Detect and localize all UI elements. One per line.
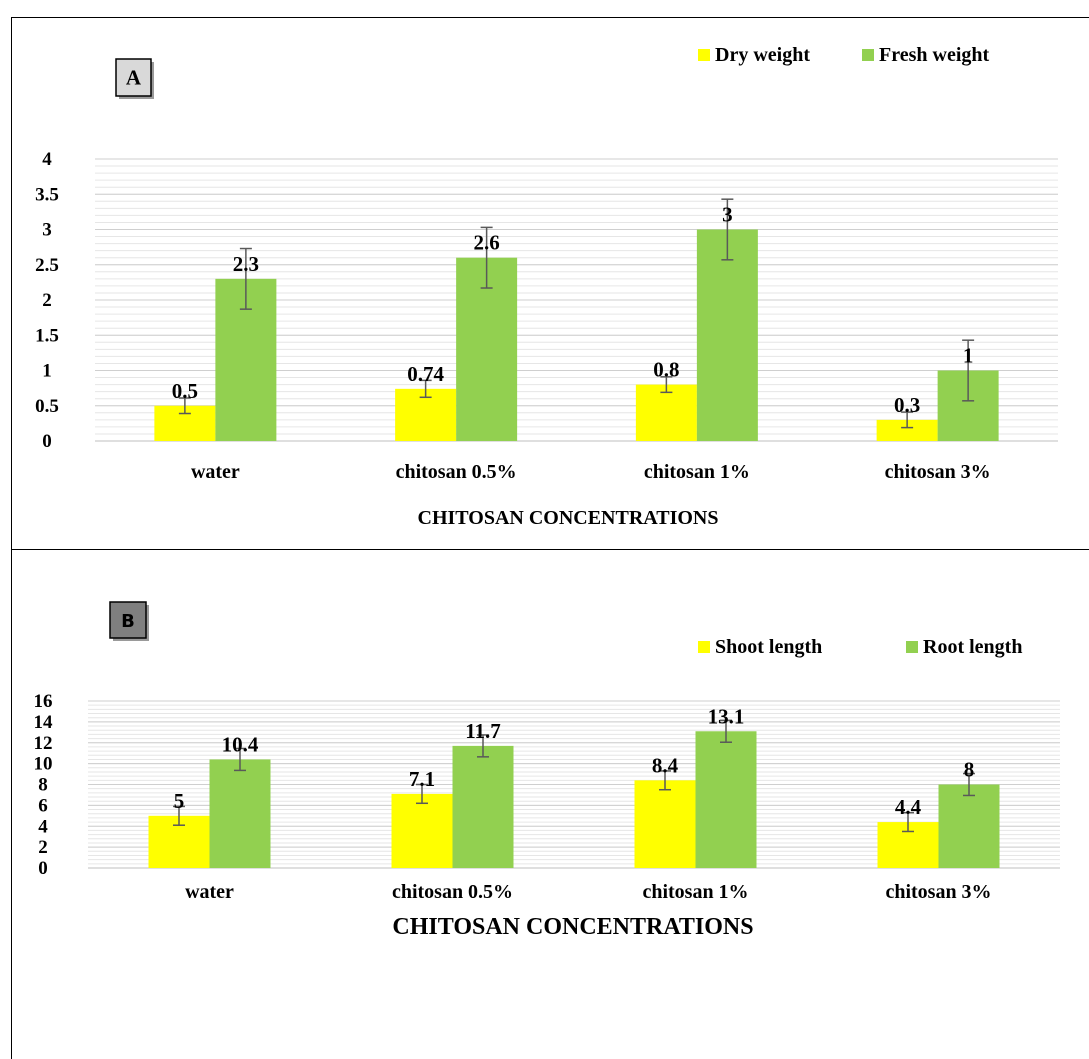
x-category-label: chitosan 1% (644, 461, 750, 483)
bar-shoot-length (634, 780, 696, 868)
frame-left-border (11, 17, 12, 1059)
y-tick-label: 3.5 (35, 184, 59, 205)
legend-swatch (698, 49, 710, 61)
x-category-label: chitosan 0.5% (392, 881, 513, 903)
legend-label: Root length (923, 636, 1022, 658)
bar-root-length (695, 731, 757, 868)
data-label: 2.6 (474, 231, 500, 255)
data-label: 3 (722, 203, 733, 227)
panel-badge (109, 601, 147, 639)
data-label: 0.74 (407, 362, 444, 386)
y-tick-label: 2.5 (35, 255, 59, 276)
x-category-label: chitosan 0.5% (396, 461, 517, 483)
x-category-label: chitosan 3% (885, 461, 991, 483)
y-tick-label: 0.5 (35, 396, 59, 417)
x-axis-title: CHITOSAN CONCENTRATIONS (418, 507, 719, 529)
panel-label: A (126, 66, 142, 90)
y-tick-label: 3 (42, 220, 52, 241)
data-label: 11.7 (465, 719, 501, 743)
y-tick-label: 16 (34, 691, 53, 712)
y-tick-label: 4 (38, 816, 48, 837)
y-tick-label: 2 (38, 837, 48, 858)
legend-label: Shoot length (715, 636, 822, 658)
bar-fresh-weight (696, 229, 758, 441)
data-label: 0.3 (894, 393, 920, 417)
data-label: 10.4 (222, 732, 259, 756)
x-category-label: water (191, 461, 240, 483)
y-tick-label: 12 (34, 733, 53, 754)
data-label: 8 (964, 758, 975, 782)
legend-label: Dry weight (715, 44, 810, 66)
x-axis-title: CHITOSAN CONCENTRATIONS (392, 914, 753, 940)
bar-root-length (452, 745, 514, 868)
x-category-label: water (185, 881, 234, 903)
legend-label: Fresh weight (879, 44, 990, 66)
bar-root-length (938, 784, 1000, 868)
data-label: 5 (174, 789, 185, 813)
data-label: 0.8 (653, 358, 679, 382)
panel-badge (115, 58, 152, 97)
data-label: 0.5 (172, 379, 198, 403)
data-label: 7.1 (409, 767, 435, 791)
x-category-label: chitosan 1% (642, 881, 748, 903)
y-tick-label: 10 (34, 754, 53, 775)
y-tick-label: 8 (38, 775, 48, 796)
y-tick-label: 1.5 (35, 325, 59, 346)
data-label: 4.4 (895, 795, 922, 819)
y-tick-label: 4 (42, 149, 52, 170)
bar-shoot-length (391, 793, 453, 868)
bar-dry-weight (635, 384, 697, 441)
legend-swatch (862, 49, 874, 61)
y-tick-label: 0 (42, 431, 52, 452)
y-tick-label: 1 (42, 361, 52, 382)
data-label: 8.4 (652, 753, 679, 777)
data-label: 1 (963, 344, 974, 368)
data-label: 2.3 (233, 252, 259, 276)
legend-swatch (906, 641, 918, 653)
y-tick-label: 14 (34, 712, 54, 733)
y-tick-label: 6 (38, 795, 48, 816)
x-category-label: chitosan 3% (885, 881, 991, 903)
frame-top-border (11, 17, 1089, 18)
y-tick-label: 0 (38, 858, 48, 879)
panel-divider (11, 549, 1089, 550)
panel-label: B (121, 611, 135, 632)
data-label: 13.1 (708, 704, 745, 728)
legend-swatch (698, 641, 710, 653)
bar-root-length (209, 759, 271, 868)
bar-dry-weight (876, 419, 938, 441)
y-tick-label: 2 (42, 290, 52, 311)
